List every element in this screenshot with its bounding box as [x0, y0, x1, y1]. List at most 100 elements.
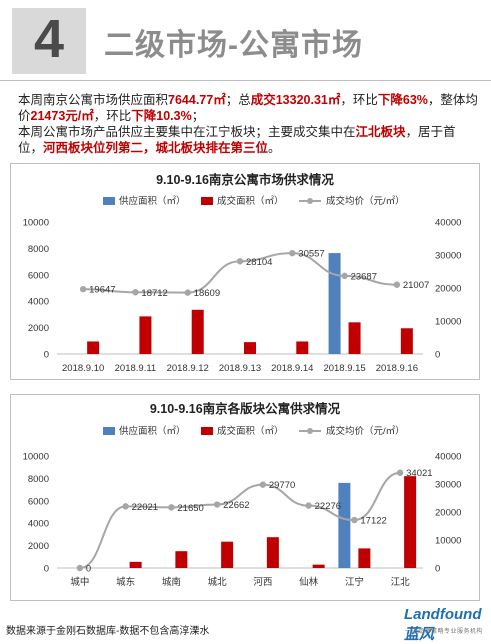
summary-text-span: ；	[191, 109, 205, 123]
x-tick-label: 2018.9.14	[271, 363, 313, 374]
bar	[348, 322, 361, 354]
data-label: 18712	[141, 288, 167, 299]
line-point	[259, 481, 267, 488]
x-tick-label: 江宁	[345, 576, 364, 588]
x-tick-label: 2018.9.12	[167, 363, 209, 374]
y-left-tick-label: 2000	[28, 323, 49, 334]
y-left-tick-label: 2000	[28, 541, 49, 552]
bar	[404, 476, 417, 568]
data-label: 21650	[177, 503, 203, 514]
data-label: 34021	[406, 468, 432, 479]
summary-text: 本周南京公寓市场供应面积7644.77㎡；总成交13320.31㎡，环比下降63…	[18, 92, 478, 156]
bar	[87, 341, 100, 354]
bar	[312, 564, 325, 568]
data-label: 22662	[223, 500, 249, 511]
bar	[139, 316, 152, 354]
legend-swatch	[201, 197, 213, 205]
bar	[191, 309, 204, 354]
summary-text-span: 本周南京公寓市场供应面积	[18, 93, 169, 107]
y-left-tick-label: 6000	[28, 496, 49, 507]
y-right-tick-label: 20000	[435, 508, 461, 519]
x-tick-label: 2018.9.13	[219, 363, 261, 374]
y-left-tick-label: 8000	[28, 474, 49, 485]
y-left-tick-label: 8000	[28, 244, 49, 255]
legend-marker	[307, 198, 313, 204]
summary-text-span: ，环比	[340, 93, 378, 107]
y-right-tick-label: 0	[435, 350, 440, 361]
bar	[129, 561, 142, 568]
chart-title: 9.10-9.16南京各版块公寓供求情况	[150, 401, 341, 416]
legend-label: 供应面积（㎡）	[119, 195, 186, 207]
chart-title: 9.10-9.16南京公寓市场供求情况	[156, 172, 334, 187]
data-label: 23687	[351, 271, 377, 282]
x-tick-label: 2018.9.10	[62, 363, 104, 374]
x-tick-label: 2018.9.16	[376, 363, 418, 374]
line-point	[351, 516, 358, 524]
y-right-tick-label: 40000	[435, 452, 461, 463]
avg-price-value: 21473元/㎡	[30, 109, 94, 123]
data-label: 29770	[269, 480, 295, 491]
line-point	[122, 503, 129, 510]
line-point	[132, 289, 139, 296]
line-point	[289, 249, 296, 257]
line-point	[396, 469, 404, 476]
line-point	[305, 502, 312, 509]
y-left-tick-label: 10000	[23, 452, 49, 463]
legend-label: 成交均价（元/㎡）	[326, 425, 405, 437]
top-district: 江北板块	[355, 125, 406, 139]
summary-paragraph-2: 本周公寓市场产品供应主要集中在江宁板块；主要成交集中在江北板块，居于首位，河西板…	[18, 124, 478, 156]
x-tick-label: 河西	[253, 576, 272, 588]
y-right-tick-label: 40000	[435, 218, 461, 229]
data-label: 18609	[194, 288, 220, 299]
y-left-tick-label: 0	[44, 350, 49, 361]
district-ranking: 河西板块位列第二，城北板块排在第三位	[43, 141, 269, 155]
data-source-note: 数据来源于金刚石数据库-数据不包含高淳溧水	[6, 626, 210, 637]
legend-label: 成交均价（元/㎡）	[326, 195, 405, 207]
legend-label: 供应面积（㎡）	[119, 425, 186, 437]
bar	[328, 253, 341, 354]
legend-marker	[307, 428, 313, 434]
data-label: 21007	[403, 280, 429, 291]
legend-swatch	[103, 427, 115, 435]
summary-text-span: 本周公寓市场产品供应主要集中在江宁板块；主要成交集中在	[18, 125, 356, 139]
legend-label: 成交面积（㎡）	[217, 195, 284, 207]
line-point	[76, 564, 84, 572]
header-divider	[0, 80, 491, 81]
bar	[400, 328, 413, 354]
y-right-tick-label: 20000	[435, 284, 461, 295]
chart-panel-daily: 9.10-9.16南京公寓市场供求情况供应面积（㎡） 成交面积（㎡） 成交均价（元/…	[10, 163, 480, 380]
x-tick-label: 城东	[116, 576, 135, 588]
data-label: 22021	[132, 502, 158, 513]
chart-panel-district: 9.10-9.16南京各版块公寓供求情况 供应面积（㎡） 成交面积（㎡） 成交均价（元…	[10, 394, 480, 601]
legend-swatch	[103, 197, 115, 205]
x-tick-label: 2018.9.15	[323, 363, 365, 374]
data-label: 30557	[298, 249, 324, 260]
company-tagline: 一流品牌策略专业服务机构	[405, 629, 484, 635]
summary-text-span: ，环比	[93, 109, 132, 123]
bar	[266, 537, 279, 568]
bar	[244, 342, 256, 354]
y-left-tick-label: 4000	[28, 297, 49, 308]
line-point	[236, 258, 244, 265]
bar	[338, 482, 351, 568]
summary-paragraph-1: 本周南京公寓市场供应面积7644.77㎡；总成交13320.31㎡，环比下降63…	[18, 92, 478, 124]
x-tick-label: 2018.9.11	[115, 363, 157, 374]
summary-text-span: ，居于首位，	[18, 125, 456, 155]
y-left-tick-label: 10000	[23, 218, 49, 229]
summary-text-span: ，整体均价	[18, 93, 478, 123]
x-tick-label: 仙林	[299, 576, 319, 588]
line-point	[168, 504, 175, 511]
page-title: 二级市场-公寓市场	[104, 29, 363, 62]
legend-swatch	[201, 427, 213, 435]
y-left-tick-label: 0	[44, 564, 49, 575]
data-label: 17122	[360, 516, 386, 527]
bar	[221, 541, 234, 568]
x-tick-label: 江北	[391, 577, 411, 588]
data-label: 28104	[246, 257, 272, 268]
y-right-tick-label: 30000	[435, 480, 461, 491]
line-point	[393, 281, 401, 288]
deal-area-value: 成交13320.31㎡	[250, 93, 341, 107]
summary-text-span: 。	[268, 141, 281, 155]
